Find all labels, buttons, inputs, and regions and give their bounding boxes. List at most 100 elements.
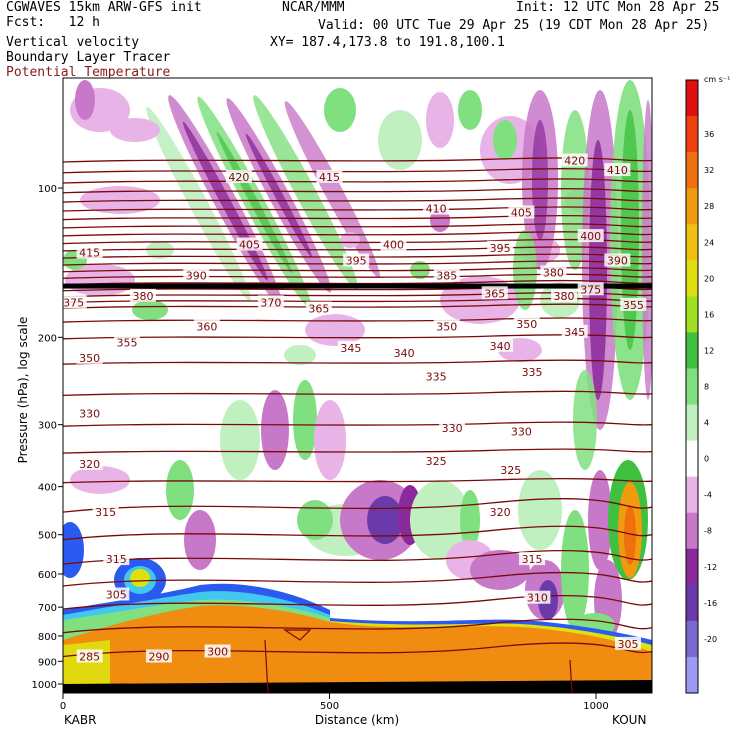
theta-label: 315 [95, 506, 116, 519]
colorbar-tick-label: -4 [704, 491, 712, 500]
theta-label: 420 [564, 154, 585, 167]
colorbar-swatch [686, 548, 698, 586]
theta-contour-line [63, 197, 652, 203]
colorbar-swatch [686, 188, 698, 225]
colorbar-swatch [686, 368, 698, 406]
theta-label-bg [513, 317, 540, 331]
theta-label: 380 [543, 266, 564, 279]
theta-label-bg [433, 268, 460, 282]
y-tick-label: 400 [38, 483, 57, 494]
colorbar-tick-label: 20 [704, 274, 714, 283]
colorbar-swatch [686, 152, 698, 189]
plot-frame [62, 77, 653, 694]
theta-label-bg [76, 456, 103, 470]
theta-label-bg [604, 253, 631, 267]
theta-label-bg [129, 288, 156, 302]
y-tick-label: 900 [38, 657, 57, 668]
y-tick-label: 1000 [32, 680, 57, 691]
theta-contour-line [63, 477, 652, 484]
theta-label-bg [76, 350, 103, 364]
theta-label-bg [577, 229, 604, 243]
theta-contour-line [63, 214, 652, 221]
theta-label: 320 [490, 506, 511, 519]
theta-label-bg [183, 268, 210, 282]
field-vertical-velocity: Vertical velocity [6, 35, 140, 50]
theta-label: 340 [490, 340, 511, 353]
y-tick-label: 600 [38, 570, 57, 581]
theta-label: 380 [132, 290, 153, 303]
theta-label: 405 [239, 239, 260, 252]
theta-label: 410 [607, 164, 628, 177]
theta-label-bg [561, 324, 588, 338]
theta-label-bg [423, 201, 450, 215]
theta-contour-line [63, 334, 652, 340]
theta-label-bg [540, 265, 567, 279]
theta-label: 385 [436, 269, 457, 282]
x-tick-label: 0 [60, 701, 66, 712]
theta-label-bg [113, 335, 140, 349]
colorbar-tick-label: -16 [704, 599, 717, 608]
colorbar-swatch [686, 260, 698, 297]
theta-contour-line [63, 178, 652, 184]
colorbar-tick-label: 24 [704, 238, 714, 247]
theta-contours [63, 157, 652, 658]
theta-label-bg [76, 406, 103, 420]
theta-label: 375 [63, 296, 84, 309]
colorbar-tick-label: 4 [704, 419, 709, 428]
tropopause-band [63, 283, 652, 289]
theta-label: 300 [207, 646, 228, 659]
colorbar-swatch [686, 116, 698, 153]
theta-label: 305 [618, 638, 639, 651]
theta-label-bg [236, 237, 263, 251]
theta-label-bg [524, 590, 551, 604]
theta-contour-line [63, 390, 652, 396]
colorbar-tick-label: 16 [704, 310, 714, 319]
ground-line [63, 680, 652, 693]
field-boundary-layer-tracer: Boundary Layer Tracer [6, 50, 171, 65]
theta-label-bg [103, 587, 130, 601]
colorbar-tick-label: -20 [704, 635, 717, 644]
theta-label: 335 [426, 371, 447, 384]
theta-label: 325 [426, 455, 447, 468]
theta-label-bg [204, 644, 231, 658]
theta-label-bg [487, 240, 514, 254]
theta-label-bg [620, 297, 647, 311]
theta-label-bg [487, 338, 514, 352]
theta-label: 365 [308, 303, 329, 316]
theta-label: 405 [511, 206, 532, 219]
theta-label-bg [487, 505, 514, 519]
theta-contour-line [63, 246, 652, 252]
theta-label-bg [439, 421, 466, 435]
theta-contour-line [63, 292, 652, 298]
colorbar: 36 32 28 24 20 16 12 8 4 0 -4 -8 -12 -16 -20 [685, 79, 717, 694]
theta-label-bg [577, 282, 604, 296]
theta-label-bg [551, 288, 578, 302]
cross-section-endpoints: XY= 187.4,173.8 to 191.8,100.1 [270, 35, 505, 50]
theta-label: 330 [511, 426, 532, 439]
theta-label-bg [257, 295, 284, 309]
theta-label: 395 [346, 255, 367, 268]
left-endpoint-label: KABR [64, 713, 96, 727]
theta-label-bg [391, 345, 418, 359]
colorbar-swatch [686, 332, 698, 369]
theta-label: 320 [79, 458, 100, 471]
theta-label: 335 [522, 366, 543, 379]
theta-contour-line [63, 223, 652, 229]
theta-contour-line [63, 157, 652, 163]
fcst-value: 12 h [68, 15, 100, 30]
y-tick-label: 200 [38, 333, 57, 344]
x-tick-label: 500 [320, 701, 339, 712]
theta-label-bg [423, 369, 450, 383]
colorbar-tick-label: 32 [704, 166, 714, 175]
colorbar-tick-label: -8 [704, 527, 712, 536]
theta-label-bg [305, 301, 332, 315]
colorbar-units: cm s⁻¹ [704, 75, 730, 84]
theta-label: 350 [516, 318, 537, 331]
fcst-label: Fcst: [6, 15, 46, 30]
theta-label: 360 [196, 320, 217, 333]
theta-label: 345 [564, 326, 585, 339]
colorbar-tick-label: 12 [704, 346, 714, 355]
y-axis-label: Pressure (hPa), log scale [16, 317, 30, 464]
theta-label: 310 [527, 592, 548, 605]
theta-label: 390 [186, 269, 207, 282]
